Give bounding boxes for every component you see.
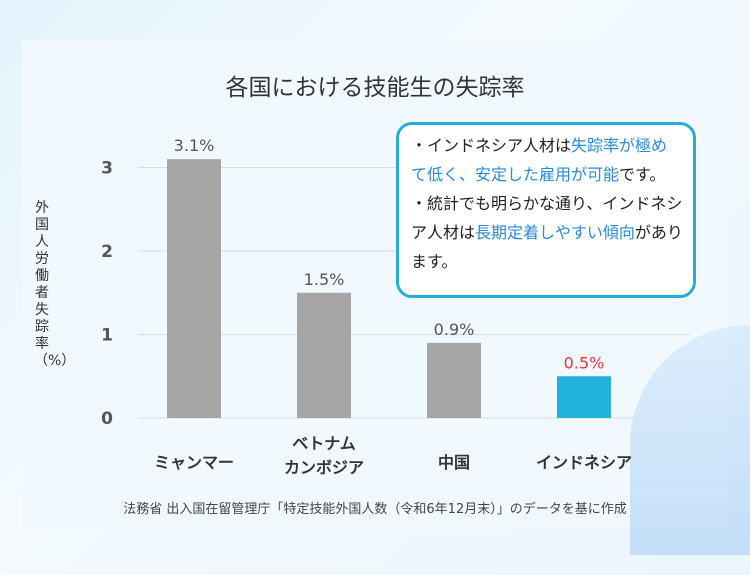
y-axis-label: 外国人労働者失踪率（%） [34,200,75,369]
y-tick-label: 2 [101,242,113,262]
x-tick-label: 中国 [438,453,470,472]
bar [427,342,481,418]
x-tick-label: インドネシア [536,453,632,472]
data-label: 0.5% [564,353,605,372]
note-text: 長期定着しやすい傾向 [475,223,635,242]
y-tick-label: 0 [101,409,113,429]
note-text: があります。 [411,223,683,271]
y-tick-label: 1 [101,326,113,346]
bar [557,376,611,418]
note-text: ・統計でも明らかな通り、インドネシア人材は [411,194,683,242]
data-label: 3.1% [174,136,215,155]
data-label: 0.9% [434,320,475,339]
callout-note: ・インドネシア人材は失踪率が極めて低く、安定した雇用が可能です。 ・統計でも明ら… [396,122,696,298]
x-tick-label: カンボジア [284,458,364,477]
note-bullet-2: ・統計でも明らかな通り、インドネシア人材は長期定着しやすい傾向があります。 [411,189,683,276]
bar [167,159,221,418]
note-bullet-1: ・インドネシア人材は失踪率が極めて低く、安定した雇用が可能です。 [411,131,683,189]
note-text: ・インドネシア人材は [411,136,572,155]
note-text: 失踪率が極めて低く、安定した雇用が可能 [411,136,668,184]
data-label: 1.5% [304,270,345,289]
source-note: 法務省 出入国在留管理庁「特定技能外国人数（令和6年12月末）」のデータを基に作… [123,502,627,517]
note-text: です。 [619,165,666,184]
x-tick-label: ベトナム [292,434,356,453]
x-tick-label: ミャンマー [154,453,234,472]
bar [297,292,351,418]
chart-title: 各国における技能生の失踪率 [225,75,525,101]
y-tick-label: 3 [101,159,113,179]
